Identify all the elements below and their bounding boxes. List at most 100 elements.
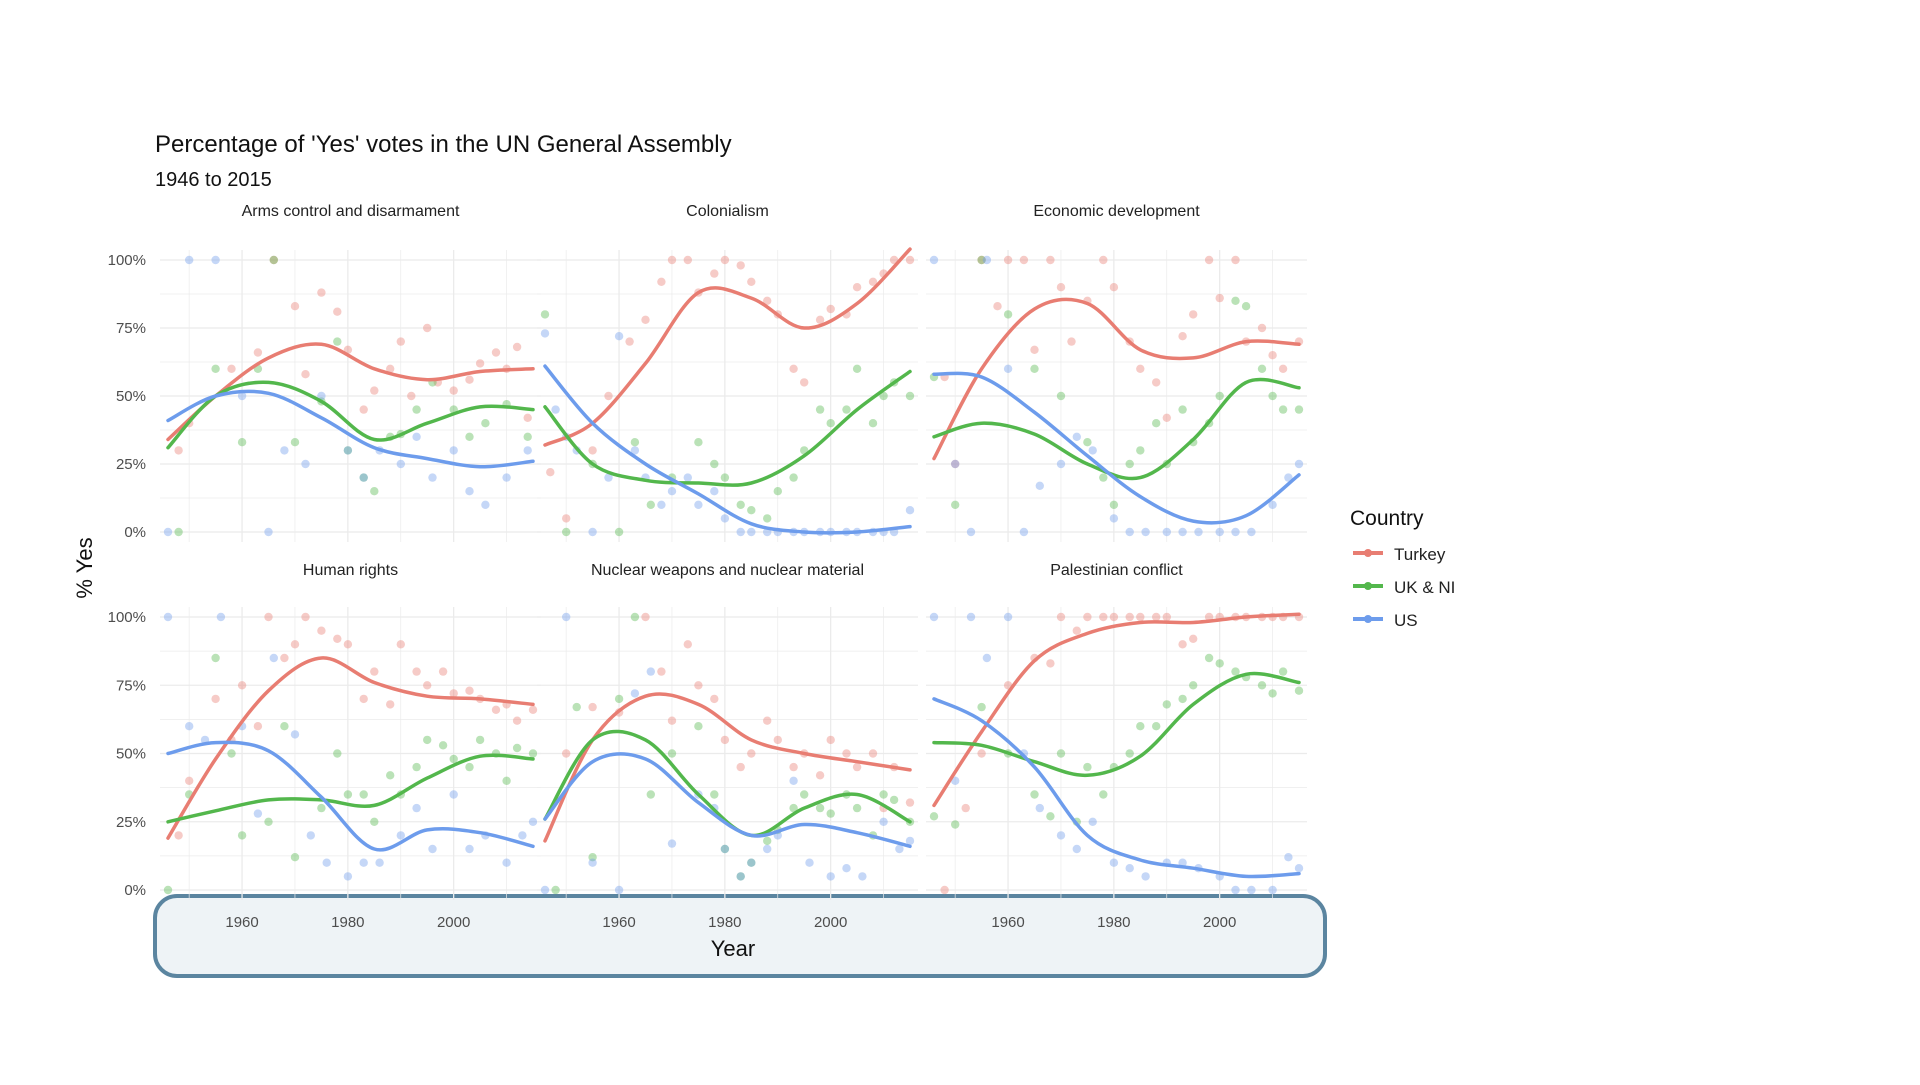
data-point — [1231, 527, 1240, 537]
data-point — [1083, 612, 1092, 622]
y-tick-label: 100% — [108, 609, 146, 626]
data-point — [1215, 659, 1224, 668]
data-point — [343, 790, 353, 799]
data-point — [1178, 527, 1187, 537]
data-point — [174, 446, 183, 455]
y-tick-label: 50% — [116, 746, 146, 763]
data-point — [1194, 527, 1203, 537]
data-point — [842, 405, 851, 414]
data-point — [852, 283, 862, 292]
data-point — [1284, 853, 1293, 862]
data-point — [657, 667, 666, 676]
data-point — [449, 754, 458, 764]
data-point — [630, 446, 640, 455]
data-point — [1056, 612, 1066, 622]
data-point — [428, 844, 437, 854]
panel-title: Palestinian conflict — [1050, 562, 1183, 579]
data-point — [604, 473, 613, 482]
points-us — [163, 612, 538, 881]
legend: Country Turkey UK & NI US — [1350, 507, 1455, 630]
data-point — [359, 694, 368, 704]
data-point — [1162, 413, 1172, 422]
data-point — [1109, 283, 1119, 292]
data-point — [694, 500, 703, 509]
legend-label-uk-ni: UK & NI — [1394, 578, 1455, 597]
points-us — [929, 612, 1304, 895]
data-point — [1067, 337, 1076, 346]
data-point — [359, 790, 368, 799]
data-point — [301, 459, 310, 469]
trend-line-uk-ni — [166, 753, 535, 824]
data-point — [720, 735, 730, 745]
data-point — [1003, 364, 1013, 373]
data-point — [966, 612, 976, 622]
data-point — [1072, 844, 1082, 854]
data-point — [290, 438, 300, 447]
data-point — [1152, 419, 1161, 428]
data-point — [1257, 681, 1267, 690]
data-point — [905, 836, 915, 846]
x-tick-label: 1960 — [602, 914, 635, 931]
data-point — [588, 702, 597, 712]
data-point — [641, 612, 650, 622]
data-point — [163, 612, 173, 622]
trend-line-uk-ni — [543, 369, 912, 487]
data-point — [1109, 514, 1119, 523]
panel-title: Human rights — [303, 562, 398, 579]
points-turkey — [546, 255, 915, 523]
data-point — [720, 844, 730, 854]
data-point — [683, 255, 692, 265]
data-point — [528, 705, 538, 714]
data-point — [657, 277, 666, 286]
data-point — [1162, 612, 1172, 622]
data-point — [1178, 640, 1187, 649]
data-point — [720, 844, 730, 854]
data-point — [630, 438, 640, 447]
data-point — [1035, 803, 1045, 813]
y-tick-label: 75% — [116, 677, 146, 694]
data-point — [491, 705, 501, 714]
trend-line-us — [543, 364, 912, 535]
data-point — [438, 667, 448, 676]
y-tick-label: 100% — [108, 252, 146, 269]
data-point — [789, 473, 798, 482]
data-point — [667, 716, 677, 725]
data-point — [929, 612, 939, 622]
data-point — [572, 702, 581, 712]
trend-line-turkey — [543, 247, 912, 447]
data-point — [523, 413, 532, 422]
data-point — [826, 419, 835, 428]
data-point — [842, 864, 851, 873]
data-point — [317, 391, 326, 401]
data-point — [747, 858, 756, 867]
data-point — [905, 506, 915, 515]
y-tick-label: 25% — [116, 814, 146, 831]
trend-line-us — [932, 371, 1301, 525]
data-point — [237, 831, 247, 840]
data-point — [396, 640, 405, 649]
legend-dot-uk-ni — [1364, 582, 1372, 590]
data-point — [683, 473, 692, 482]
data-point — [1056, 831, 1066, 840]
y-tick-label: 50% — [116, 388, 146, 405]
data-point — [1046, 659, 1055, 668]
x-axis-highlight-box — [153, 894, 1327, 978]
data-point — [879, 817, 888, 826]
data-point — [423, 681, 432, 690]
data-point — [1268, 689, 1277, 698]
data-point — [280, 653, 289, 663]
points-uk-ni — [540, 310, 915, 537]
points-uk-ni — [163, 653, 538, 895]
data-point — [317, 626, 326, 635]
data-point — [465, 432, 474, 441]
panel-title: Arms control and disarmament — [242, 203, 460, 220]
data-point — [290, 853, 300, 862]
data-point — [763, 716, 772, 725]
trend-line-uk-ni — [543, 729, 912, 838]
data-point — [710, 487, 719, 496]
data-point — [412, 667, 421, 676]
data-point — [512, 716, 522, 725]
data-point — [237, 391, 247, 401]
data-point — [1030, 364, 1039, 373]
panel-economic-development: Economic development — [926, 203, 1307, 542]
